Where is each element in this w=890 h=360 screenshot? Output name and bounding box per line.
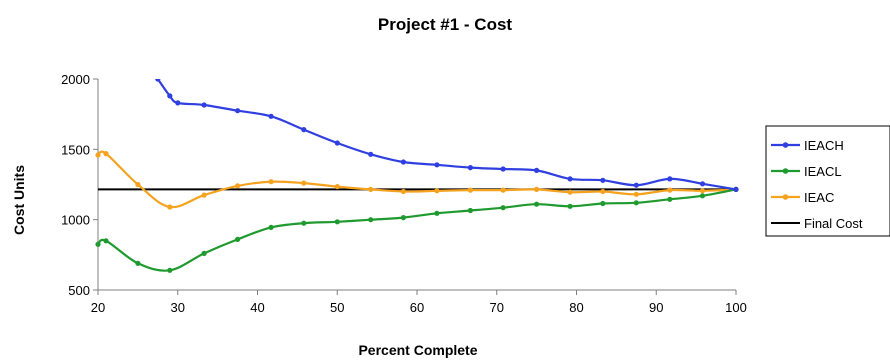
data-point-ieacl bbox=[103, 238, 109, 244]
legend-label-ieac: IEAC bbox=[804, 190, 834, 205]
chart-title: Project #1 - Cost bbox=[378, 15, 512, 34]
data-point-ieac bbox=[334, 184, 340, 190]
data-point-ieacl bbox=[467, 207, 473, 214]
x-axis-label: Percent Complete bbox=[358, 342, 477, 358]
x-tick-label: 90 bbox=[649, 300, 663, 315]
x-tick-label: 100 bbox=[725, 300, 747, 315]
series-ieac bbox=[95, 150, 739, 210]
legend-item-ieach: IEACH bbox=[771, 138, 844, 153]
data-point-ieacl bbox=[600, 200, 606, 207]
data-point-ieac bbox=[268, 179, 274, 185]
legend-label-ieach: IEACH bbox=[804, 138, 844, 153]
data-point-ieach bbox=[235, 108, 241, 114]
data-point-ieach bbox=[167, 93, 173, 99]
legend-item-ieac: IEAC bbox=[771, 190, 834, 205]
data-point-ieac bbox=[633, 191, 639, 197]
series-layer bbox=[95, 79, 739, 273]
data-point-ieacl bbox=[500, 205, 506, 211]
data-point-ieac bbox=[699, 188, 706, 194]
legend-item-final-cost: Final Cost bbox=[771, 216, 863, 231]
data-point-ieacl bbox=[633, 200, 639, 206]
legend: IEACH IEACL IEAC Final Cost bbox=[765, 125, 890, 237]
data-point-ieacl bbox=[135, 260, 141, 266]
data-point-ieacl bbox=[301, 220, 307, 226]
series-line-ieacl bbox=[97, 188, 737, 272]
data-point-ieach bbox=[175, 100, 181, 106]
y-axis-ticks: 500 1000 1500 2000 bbox=[61, 72, 98, 298]
data-point-ieacl bbox=[434, 210, 440, 216]
y-tick-label: 1500 bbox=[61, 142, 90, 157]
data-point-ieac bbox=[103, 151, 109, 157]
data-point-ieac bbox=[400, 188, 406, 195]
data-point-ieac bbox=[235, 183, 241, 189]
data-point-ieacl bbox=[167, 267, 173, 273]
data-point-ieac bbox=[301, 180, 307, 186]
data-point-ieach bbox=[400, 159, 406, 165]
legend-label-final-cost: Final Cost bbox=[804, 216, 863, 231]
data-point-ieac bbox=[667, 187, 673, 193]
data-point-ieacl bbox=[567, 203, 573, 209]
y-tick-label: 2000 bbox=[61, 72, 90, 87]
x-tick-label: 70 bbox=[490, 300, 504, 315]
series-line-ieach bbox=[156, 79, 737, 191]
data-point-ieac bbox=[434, 188, 440, 194]
data-point-ieach bbox=[633, 182, 639, 188]
data-point-ieacl bbox=[95, 241, 101, 247]
data-point-ieac bbox=[467, 187, 473, 193]
data-point-ieach bbox=[667, 176, 673, 182]
data-point-ieacl bbox=[667, 196, 673, 202]
data-point-ieacl bbox=[699, 193, 706, 199]
data-point-ieach bbox=[434, 162, 440, 168]
data-point-ieacl bbox=[400, 215, 406, 221]
data-point-ieach bbox=[467, 165, 473, 171]
x-tick-label: 40 bbox=[250, 300, 264, 315]
data-point-ieach bbox=[201, 102, 207, 108]
legend-marker-ieacl bbox=[782, 168, 789, 174]
data-point-ieacl bbox=[368, 217, 374, 223]
series-ieacl bbox=[95, 186, 739, 273]
y-tick-label: 500 bbox=[68, 283, 90, 298]
y-axis-label: Cost Units bbox=[11, 165, 27, 235]
data-point-ieach bbox=[534, 167, 540, 173]
data-point-ieac bbox=[201, 192, 207, 198]
data-point-ieach bbox=[155, 79, 161, 82]
data-point-ieac bbox=[368, 186, 374, 192]
y-tick-label: 1000 bbox=[61, 213, 90, 228]
x-axis-ticks: 20 30 40 50 60 70 80 90 100 bbox=[91, 290, 747, 315]
data-point-ieac bbox=[500, 187, 506, 193]
x-tick-label: 60 bbox=[410, 300, 424, 315]
x-tick-label: 30 bbox=[171, 300, 185, 315]
x-tick-label: 20 bbox=[91, 300, 105, 315]
data-point-ieac bbox=[95, 152, 101, 158]
legend-label-ieacl: IEACL bbox=[804, 164, 842, 179]
data-point-ieacl bbox=[334, 219, 340, 225]
data-point-ieac bbox=[167, 204, 173, 210]
data-point-ieach bbox=[334, 140, 340, 146]
x-tick-label: 80 bbox=[569, 300, 583, 315]
data-point-ieach bbox=[567, 176, 573, 182]
data-point-ieach bbox=[301, 127, 307, 133]
data-point-ieacl bbox=[268, 224, 274, 230]
data-point-ieach bbox=[600, 177, 606, 183]
legend-marker-ieac bbox=[782, 194, 789, 200]
data-point-ieach bbox=[733, 186, 739, 192]
legend-marker-ieach bbox=[782, 142, 789, 148]
data-point-ieach bbox=[368, 151, 374, 157]
legend-item-ieacl: IEACL bbox=[771, 164, 842, 179]
data-point-ieac bbox=[135, 181, 141, 188]
data-point-ieacl bbox=[534, 201, 540, 207]
series-line-ieac bbox=[97, 150, 737, 209]
data-point-ieacl bbox=[235, 236, 241, 242]
data-point-ieac bbox=[534, 186, 540, 192]
x-tick-label: 50 bbox=[330, 300, 344, 315]
data-point-ieacl bbox=[201, 250, 207, 256]
data-point-ieac bbox=[600, 188, 606, 195]
series-ieach bbox=[155, 79, 739, 192]
data-point-ieach bbox=[500, 166, 506, 172]
data-point-ieac bbox=[567, 189, 573, 195]
plot-area: 20 30 40 50 60 70 80 90 100 500 1000 1500 2000 bbox=[61, 72, 747, 315]
data-point-ieach bbox=[268, 113, 274, 119]
data-point-ieach bbox=[699, 181, 706, 187]
